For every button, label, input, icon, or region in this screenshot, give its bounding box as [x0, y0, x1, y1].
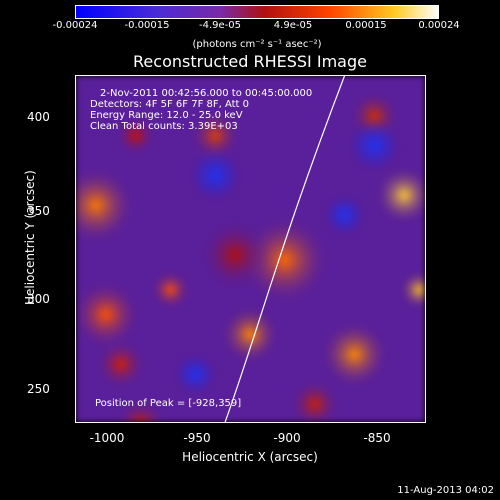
time-range-text: 2-Nov-2011 00:42:56.000 to 00:45:00.000 — [100, 88, 313, 99]
y-tick: 250 — [27, 382, 50, 396]
y-axis-label: Heliocentric Y (arcsec) — [23, 170, 37, 305]
colorbar-tick: 0.00024 — [418, 20, 460, 31]
plot-overlay — [224, 76, 346, 422]
image-plot — [75, 75, 426, 423]
energy-range-text: Energy Range: 12.0 - 25.0 keV — [90, 110, 243, 121]
clean-counts-text: Clean Total counts: 3.39E+03 — [90, 121, 238, 132]
colorbar-tick: -4.9e-05 — [199, 20, 241, 31]
colorbar-tick: 0.00015 — [345, 20, 387, 31]
heatmap-image — [76, 76, 425, 422]
y-tick: 350 — [27, 204, 50, 218]
colorbar-unit: (photons cm⁻² s⁻¹ asec⁻²) — [192, 39, 322, 50]
y-tick: 300 — [27, 292, 50, 306]
x-tick: -850 — [363, 431, 391, 445]
colorbar-tick: -0.00015 — [124, 20, 170, 31]
x-axis-label: Heliocentric X (arcsec) — [182, 450, 318, 464]
colorbar-tick: -0.00024 — [52, 20, 98, 31]
peak-position-text: Position of Peak = [-928,359] — [95, 398, 242, 409]
plot-title: Reconstructed RHESSI Image — [133, 52, 367, 71]
timestamp: 11-Aug-2013 04:02 — [397, 485, 494, 496]
detectors-text: Detectors: 4F 5F 6F 7F 8F, Att 0 — [90, 99, 250, 110]
solar-limb-line — [224, 76, 346, 422]
colorbar-tick: 4.9e-05 — [273, 20, 313, 31]
x-tick: -1000 — [89, 431, 125, 445]
x-tick: -950 — [183, 431, 211, 445]
x-tick: -900 — [273, 431, 301, 445]
colorbar — [75, 5, 439, 19]
y-tick: 400 — [27, 110, 50, 124]
